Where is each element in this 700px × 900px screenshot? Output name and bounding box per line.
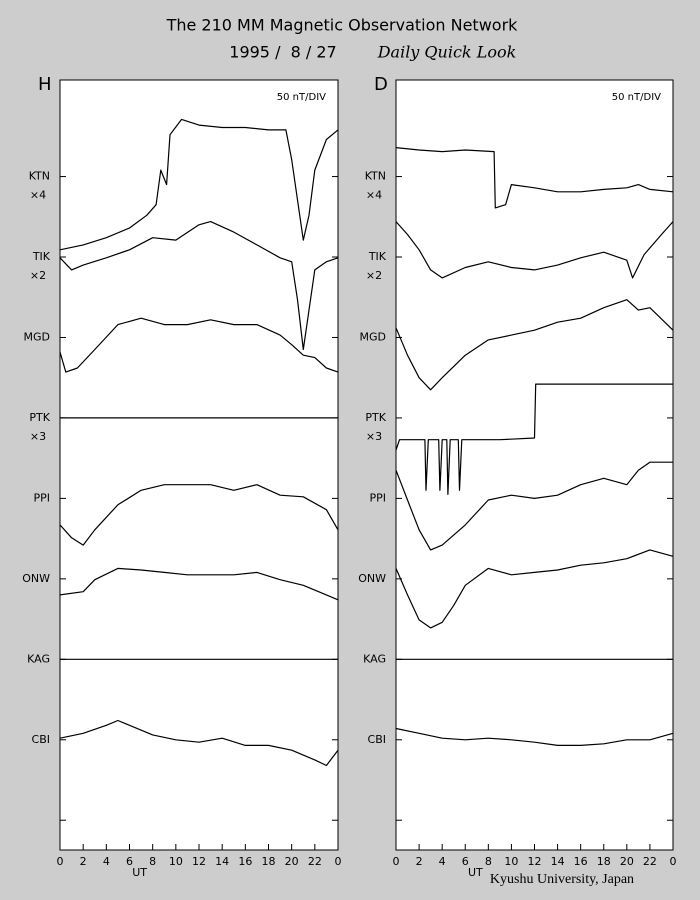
- x-tick-label: 14: [215, 855, 229, 868]
- y-tick-label: ONW: [22, 572, 50, 585]
- x-tick-label: 4: [103, 855, 110, 868]
- y-tick-label: TIK: [368, 250, 387, 263]
- y-tick-label: KAG: [363, 652, 386, 665]
- trace: [59, 317, 339, 373]
- trace: [59, 567, 339, 601]
- x-tick-label: 20: [620, 855, 634, 868]
- scale-multiplier: ×2: [366, 269, 382, 282]
- trace: [395, 383, 673, 495]
- x-tick-label: 20: [285, 855, 299, 868]
- y-tick-label: KTN: [365, 170, 386, 183]
- trace: [59, 118, 339, 251]
- x-tick-label: 22: [643, 855, 657, 868]
- x-tick-label: 18: [262, 855, 276, 868]
- x-tick-label: 12: [528, 855, 542, 868]
- y-tick-label: PTK: [29, 411, 50, 424]
- page-title: The 210 MM Magnetic Observation Network: [166, 16, 519, 35]
- y-tick-label: TIK: [32, 250, 51, 263]
- x-tick-label: 22: [308, 855, 322, 868]
- y-tick-label: CBI: [32, 733, 50, 746]
- x-tick-label: 12: [192, 855, 206, 868]
- x-axis-label: UT: [132, 866, 147, 879]
- x-tick-label: 8: [149, 855, 156, 868]
- x-tick-label: 10: [169, 855, 183, 868]
- trace: [395, 299, 674, 391]
- y-tick-label: PTK: [365, 411, 386, 424]
- x-tick-label: 4: [439, 855, 446, 868]
- x-tick-label: 16: [238, 855, 252, 868]
- y-tick-label: PPI: [33, 491, 50, 504]
- x-tick-label: 0: [57, 855, 64, 868]
- x-tick-label: 10: [504, 855, 518, 868]
- y-tick-label: MGD: [360, 330, 387, 343]
- x-tick-label: 16: [574, 855, 588, 868]
- y-tick-label: MGD: [24, 330, 51, 343]
- scale-multiplier: ×4: [366, 189, 382, 202]
- y-tick-label: PPI: [369, 491, 386, 504]
- scale-multiplier: ×4: [30, 189, 46, 202]
- x-tick-label: 0: [335, 855, 342, 868]
- x-tick-label: 8: [485, 855, 492, 868]
- y-tick-label: CBI: [368, 733, 386, 746]
- scale-multiplier: ×3: [366, 430, 382, 443]
- x-axis-label: UT: [468, 866, 483, 879]
- x-tick-label: 2: [80, 855, 87, 868]
- subtitle: Daily Quick Look: [377, 43, 517, 62]
- date: 1995 / 8 / 27: [229, 43, 336, 62]
- scale-note: 50 nT/DIV: [277, 92, 326, 103]
- x-tick-label: 0: [670, 855, 677, 868]
- credit: Kyushu University, Japan: [490, 872, 634, 887]
- panel: [395, 79, 674, 851]
- trace: [395, 549, 674, 629]
- y-tick-label: ONW: [358, 572, 386, 585]
- trace: [59, 484, 339, 546]
- panel-label: D: [374, 74, 388, 95]
- trace: [59, 221, 339, 351]
- trace: [395, 727, 674, 746]
- scale-note: 50 nT/DIV: [612, 92, 661, 103]
- trace: [395, 461, 673, 551]
- x-tick-label: 6: [126, 855, 133, 868]
- trace: [395, 147, 674, 209]
- panel-label: H: [38, 74, 52, 95]
- y-tick-label: KAG: [27, 652, 50, 665]
- trace: [59, 719, 339, 767]
- trace: [395, 221, 674, 279]
- x-tick-label: 18: [597, 855, 611, 868]
- x-tick-label: 14: [551, 855, 565, 868]
- panel: [59, 79, 339, 851]
- x-tick-label: 6: [462, 855, 469, 868]
- x-tick-label: 0: [393, 855, 400, 868]
- x-tick-label: 2: [416, 855, 423, 868]
- scale-multiplier: ×3: [30, 430, 46, 443]
- scale-multiplier: ×2: [30, 269, 46, 282]
- y-tick-label: KTN: [29, 170, 50, 183]
